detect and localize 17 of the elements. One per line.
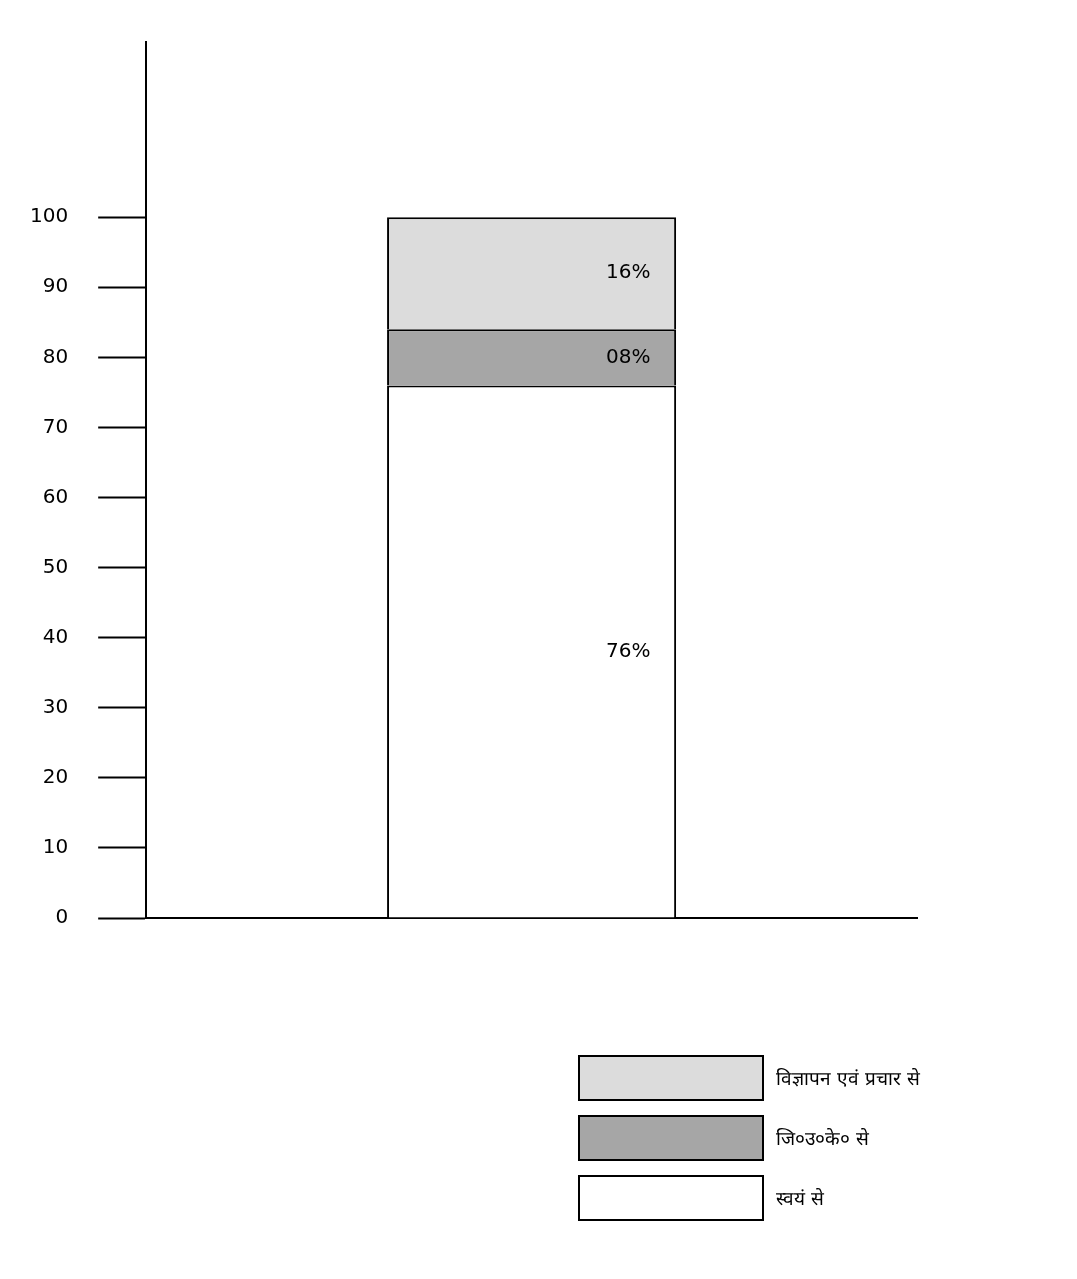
y-tick-label: 20 (42, 764, 69, 789)
y-tick-label: 0 (55, 904, 69, 929)
y-tick-label: 100 (29, 203, 69, 228)
y-tick-label: 40 (42, 623, 69, 648)
y-tick-label: 10 (42, 834, 69, 859)
text: स्वयं से (776, 1186, 825, 1211)
data-label: 76% (606, 637, 651, 662)
y-tick-label: 90 (42, 273, 69, 298)
data-label: 16% (606, 259, 651, 284)
y-tick-label: 70 (42, 413, 69, 438)
y-tick-label: 50 (42, 553, 69, 578)
text: विज्ञापन एवं प्रचार से (776, 1066, 921, 1091)
text: जि०उ०के० से (776, 1126, 870, 1151)
y-tick-label: 30 (42, 693, 69, 718)
y-tick-label: 60 (42, 483, 69, 508)
data-label: 08% (606, 343, 651, 368)
y-tick-label: 80 (42, 343, 69, 368)
